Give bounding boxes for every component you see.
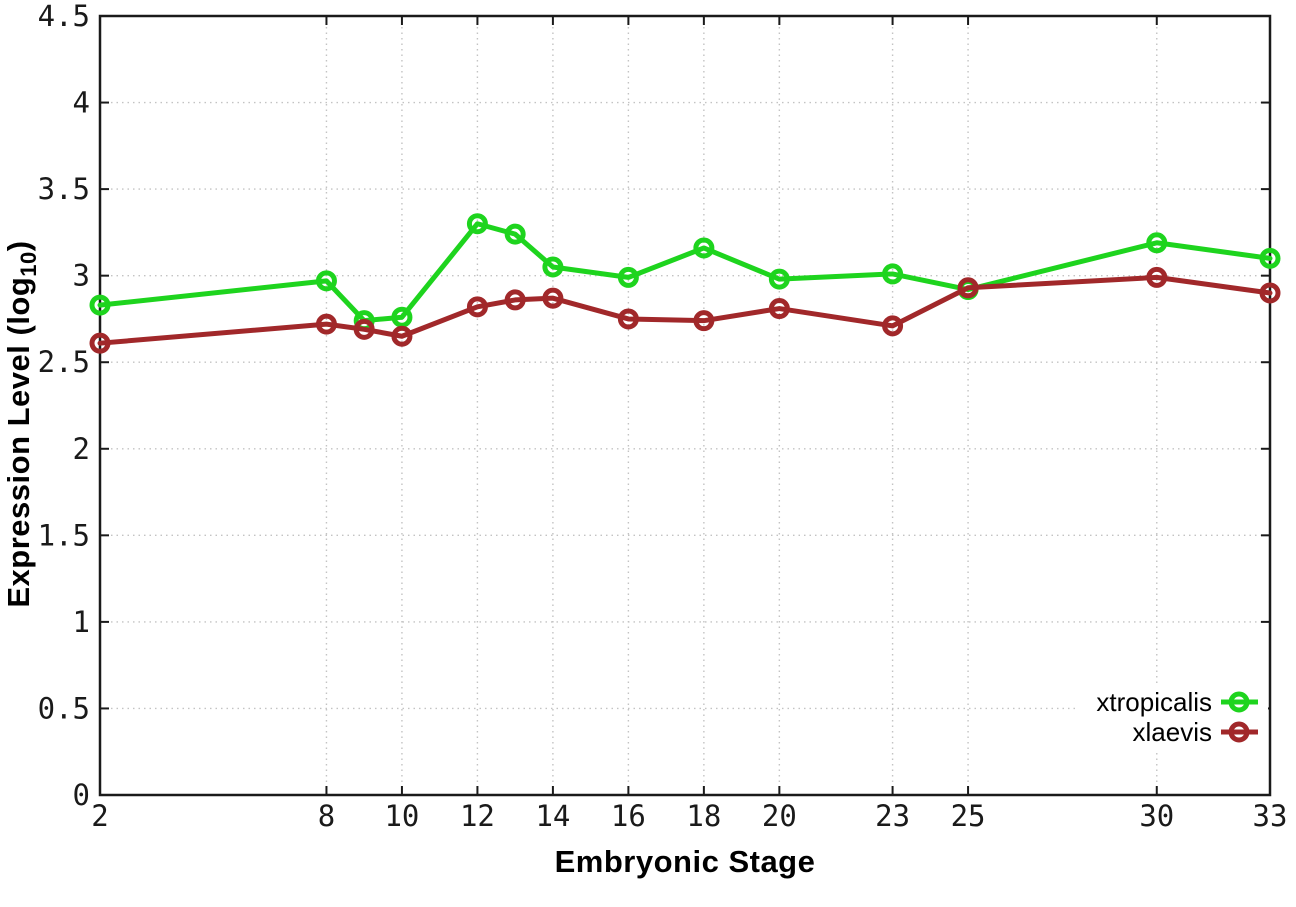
marker-xlaevis-stage-33	[1259, 282, 1281, 304]
marker-xlaevis-stage-9	[353, 318, 375, 340]
series-line-xtropicalis	[97, 221, 1273, 324]
marker-xlaevis-stage-18	[693, 310, 715, 332]
marker-xlaevis-stage-16	[617, 308, 639, 330]
x-tick-label: 8	[318, 799, 335, 833]
marker-xlaevis-stage-30	[1146, 266, 1168, 288]
legend-label-xtropicalis: xtropicalis	[1096, 687, 1212, 717]
marker-xtropicalis-stage-8	[315, 270, 337, 292]
y-tick-label: 3	[73, 259, 90, 293]
marker-xtropicalis-stage-13	[504, 223, 526, 245]
x-tick-label: 25	[951, 799, 986, 833]
marker-xtropicalis-stage-23	[882, 263, 904, 285]
x-tick-label: 16	[611, 799, 646, 833]
x-tick-label: 18	[686, 799, 721, 833]
x-tick-label: 20	[762, 799, 797, 833]
y-tick-label: 0	[73, 778, 90, 812]
plot-border	[98, 14, 1272, 797]
y-axis-title-close: )	[1, 240, 36, 252]
x-tick-label: 12	[460, 799, 495, 833]
marker-xlaevis-stage-14	[542, 287, 564, 309]
marker-xtropicalis-stage-12	[466, 213, 488, 235]
marker-xtropicalis-stage-2	[89, 294, 111, 316]
marker-xtropicalis-stage-14	[542, 256, 564, 278]
x-tick-label: 10	[384, 799, 419, 833]
marker-xtropicalis-stage-30	[1146, 232, 1168, 254]
y-axis-title: Expression Level (log10)	[1, 144, 47, 704]
marker-xtropicalis-stage-18	[693, 237, 715, 259]
y-axis-title-text: Expression Level (log	[1, 276, 36, 608]
x-tick-label: 2	[91, 799, 108, 833]
y-tick-label: 1.5	[38, 518, 90, 552]
x-axis-title: Embryonic Stage	[554, 844, 816, 879]
marker-xlaevis-stage-20	[768, 298, 790, 320]
legend-marker-xtropicalis	[1228, 691, 1250, 713]
marker-xlaevis-stage-12	[466, 296, 488, 318]
marker-xlaevis-stage-23	[882, 315, 904, 337]
x-tick-label: 14	[535, 799, 570, 833]
marker-xtropicalis-stage-10	[391, 306, 413, 328]
marker-xtropicalis-stage-16	[617, 266, 639, 288]
y-tick-label: 4.5	[38, 0, 90, 33]
legend-marker-xlaevis	[1228, 721, 1250, 743]
marker-xlaevis-stage-8	[315, 313, 337, 335]
y-tick-label: 1	[73, 605, 90, 639]
marker-xlaevis-stage-13	[504, 289, 526, 311]
y-tick-label: 2.5	[38, 345, 90, 379]
marker-xtropicalis-stage-33	[1259, 247, 1281, 269]
marker-xlaevis-stage-25	[957, 277, 979, 299]
y-tick-label: 2	[73, 432, 90, 466]
marker-xlaevis-stage-10	[391, 325, 413, 347]
y-tick-label: 4	[73, 86, 90, 120]
y-tick-label: 3.5	[38, 172, 90, 206]
x-tick-label: 23	[875, 799, 910, 833]
y-tick-label: 0.5	[38, 691, 90, 725]
x-tick-label: 33	[1253, 799, 1288, 833]
marker-xlaevis-stage-2	[89, 332, 111, 354]
legend-label-xlaevis: xlaevis	[1133, 717, 1212, 747]
marker-xtropicalis-stage-20	[768, 268, 790, 290]
x-tick-label: 30	[1139, 799, 1174, 833]
y-axis-title-subscript: 10	[16, 251, 42, 277]
